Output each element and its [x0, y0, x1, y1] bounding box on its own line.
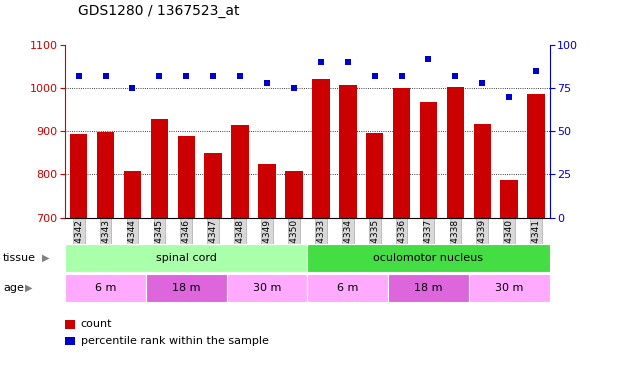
- Text: percentile rank within the sample: percentile rank within the sample: [81, 336, 269, 346]
- Bar: [146, 274, 227, 302]
- Bar: [70, 134, 88, 218]
- Text: ▶: ▶: [25, 283, 32, 293]
- Bar: [232, 125, 249, 217]
- Text: GDS1280 / 1367523_at: GDS1280 / 1367523_at: [78, 4, 239, 18]
- Bar: [420, 102, 437, 218]
- Text: count: count: [81, 320, 112, 329]
- Bar: [65, 274, 146, 302]
- Bar: [339, 85, 356, 218]
- Bar: [501, 180, 518, 218]
- Bar: [124, 171, 141, 217]
- Text: 30 m: 30 m: [495, 283, 524, 293]
- Text: oculomotor nucleus: oculomotor nucleus: [373, 253, 484, 263]
- Bar: [97, 132, 114, 218]
- Text: 6 m: 6 m: [337, 283, 358, 293]
- Text: 18 m: 18 m: [172, 283, 201, 293]
- Bar: [151, 119, 168, 218]
- Text: tissue: tissue: [3, 253, 36, 263]
- Text: 18 m: 18 m: [414, 283, 443, 293]
- Bar: [393, 88, 410, 218]
- Bar: [227, 274, 307, 302]
- Bar: [178, 136, 195, 218]
- Text: 6 m: 6 m: [95, 283, 116, 293]
- Bar: [474, 124, 491, 217]
- Bar: [366, 132, 383, 218]
- Bar: [65, 244, 307, 272]
- Bar: [446, 87, 464, 218]
- Bar: [258, 164, 276, 218]
- Bar: [307, 274, 388, 302]
- Text: spinal cord: spinal cord: [156, 253, 217, 263]
- Text: ▶: ▶: [42, 253, 50, 263]
- Bar: [469, 274, 550, 302]
- Text: age: age: [3, 283, 24, 293]
- Bar: [388, 274, 469, 302]
- Bar: [312, 79, 330, 218]
- Text: 30 m: 30 m: [253, 283, 281, 293]
- Bar: [204, 153, 222, 218]
- Bar: [527, 94, 545, 218]
- Bar: [307, 244, 550, 272]
- Bar: [285, 171, 302, 217]
